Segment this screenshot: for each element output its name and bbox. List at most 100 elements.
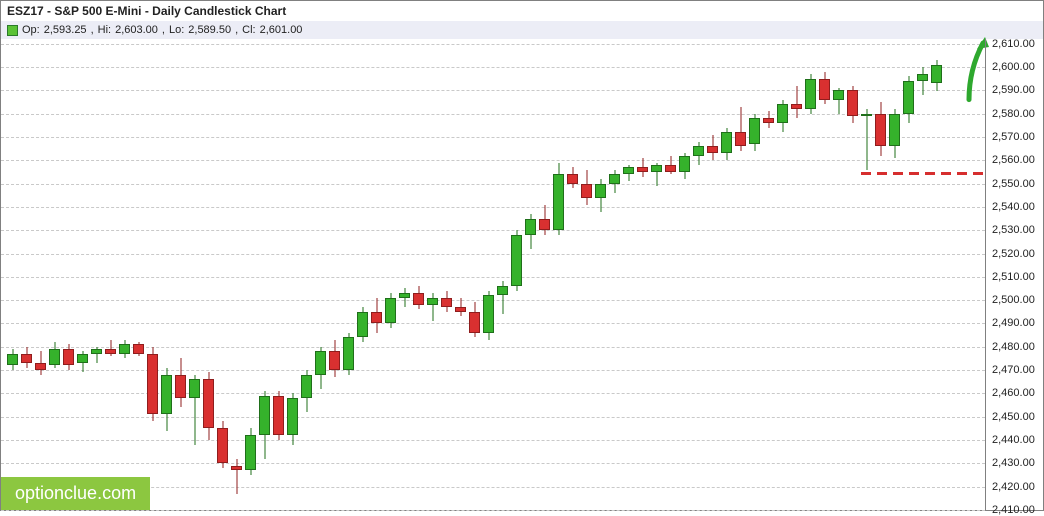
y-tick-label: 2,430.00	[986, 457, 1035, 469]
candle[interactable]	[343, 39, 354, 510]
candle[interactable]	[329, 39, 340, 510]
candle[interactable]	[231, 39, 242, 510]
candle[interactable]	[763, 39, 774, 510]
candle[interactable]	[469, 39, 480, 510]
candle[interactable]	[441, 39, 452, 510]
candle[interactable]	[721, 39, 732, 510]
candle[interactable]	[399, 39, 410, 510]
candle[interactable]	[7, 39, 18, 510]
candle-body	[329, 351, 340, 370]
candle[interactable]	[931, 39, 942, 510]
candle[interactable]	[483, 39, 494, 510]
candle[interactable]	[665, 39, 676, 510]
candle[interactable]	[203, 39, 214, 510]
candle[interactable]	[175, 39, 186, 510]
candle-body	[105, 349, 116, 354]
candle[interactable]	[567, 39, 578, 510]
candle[interactable]	[651, 39, 662, 510]
ohlc-swatch-icon	[7, 25, 18, 36]
candle[interactable]	[805, 39, 816, 510]
candle[interactable]	[91, 39, 102, 510]
candle[interactable]	[735, 39, 746, 510]
y-tick-label: 2,610.00	[986, 38, 1035, 50]
support-line-dash	[941, 172, 951, 175]
candle[interactable]	[553, 39, 564, 510]
candle-body	[665, 165, 676, 172]
candle[interactable]	[357, 39, 368, 510]
candle[interactable]	[511, 39, 522, 510]
candle-body	[343, 337, 354, 370]
candle[interactable]	[77, 39, 88, 510]
candle[interactable]	[497, 39, 508, 510]
candle[interactable]	[819, 39, 830, 510]
candle[interactable]	[679, 39, 690, 510]
candle[interactable]	[693, 39, 704, 510]
candle[interactable]	[105, 39, 116, 510]
y-tick-label: 2,480.00	[986, 341, 1035, 353]
candle[interactable]	[833, 39, 844, 510]
candle-body	[749, 118, 760, 144]
candle[interactable]	[889, 39, 900, 510]
candle[interactable]	[609, 39, 620, 510]
candle[interactable]	[455, 39, 466, 510]
candle[interactable]	[875, 39, 886, 510]
candle[interactable]	[917, 39, 928, 510]
candle[interactable]	[371, 39, 382, 510]
candle[interactable]	[861, 39, 872, 510]
candle[interactable]	[413, 39, 424, 510]
candle-body	[245, 435, 256, 470]
candle[interactable]	[133, 39, 144, 510]
candle[interactable]	[427, 39, 438, 510]
candle[interactable]	[119, 39, 130, 510]
candle[interactable]	[777, 39, 788, 510]
candle[interactable]	[21, 39, 32, 510]
plot-area[interactable]	[1, 39, 985, 510]
candle-body	[315, 351, 326, 374]
ohlc-close-value: 2,601.00	[260, 21, 303, 39]
candle[interactable]	[315, 39, 326, 510]
candle[interactable]	[287, 39, 298, 510]
candle-wick	[796, 86, 797, 119]
candle-body	[189, 379, 200, 398]
y-tick-label: 2,460.00	[986, 387, 1035, 399]
candle[interactable]	[623, 39, 634, 510]
candle[interactable]	[791, 39, 802, 510]
candle-body	[931, 65, 942, 83]
candle[interactable]	[749, 39, 760, 510]
candle-body	[861, 114, 872, 116]
candle[interactable]	[707, 39, 718, 510]
candle[interactable]	[385, 39, 396, 510]
candle[interactable]	[525, 39, 536, 510]
candle-body	[567, 174, 578, 183]
candle[interactable]	[245, 39, 256, 510]
candle[interactable]	[637, 39, 648, 510]
candle[interactable]	[903, 39, 914, 510]
candle-body	[707, 146, 718, 153]
ohlc-open-value: 2,593.25	[44, 21, 87, 39]
candle[interactable]	[581, 39, 592, 510]
candle[interactable]	[273, 39, 284, 510]
candle-body	[889, 114, 900, 147]
candle-body	[161, 375, 172, 415]
candle[interactable]	[189, 39, 200, 510]
candle[interactable]	[301, 39, 312, 510]
candle[interactable]	[259, 39, 270, 510]
candle[interactable]	[539, 39, 550, 510]
candle-body	[301, 375, 312, 398]
candle[interactable]	[217, 39, 228, 510]
ohlc-close-label: Cl:	[242, 21, 255, 39]
candle[interactable]	[847, 39, 858, 510]
candle[interactable]	[595, 39, 606, 510]
candle[interactable]	[147, 39, 158, 510]
y-tick-label: 2,530.00	[986, 224, 1035, 236]
candle-body	[399, 293, 410, 298]
candle[interactable]	[63, 39, 74, 510]
y-tick-label: 2,590.00	[986, 84, 1035, 96]
candle[interactable]	[49, 39, 60, 510]
candle[interactable]	[35, 39, 46, 510]
candle-body	[91, 349, 102, 354]
candle-body	[469, 312, 480, 333]
candle[interactable]	[161, 39, 172, 510]
candle-body	[385, 298, 396, 324]
ohlc-high-value: 2,603.00	[115, 21, 158, 39]
